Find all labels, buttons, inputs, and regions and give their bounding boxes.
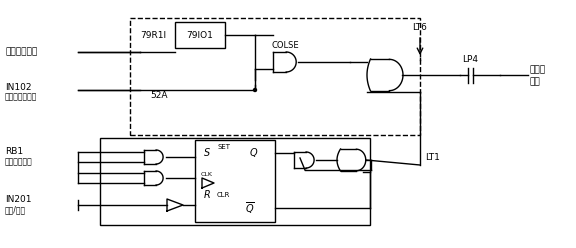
Text: 79R1I: 79R1I bbox=[140, 31, 166, 39]
Text: $\overline{Q}$: $\overline{Q}$ bbox=[245, 200, 255, 216]
Text: LT1: LT1 bbox=[425, 153, 440, 161]
Text: CLR: CLR bbox=[217, 192, 230, 198]
Text: 远方/就地: 远方/就地 bbox=[5, 206, 26, 215]
Text: 重合闸: 重合闸 bbox=[530, 65, 546, 74]
Circle shape bbox=[253, 89, 256, 92]
Text: RB1: RB1 bbox=[5, 148, 23, 156]
Text: 79IO1: 79IO1 bbox=[187, 31, 214, 39]
Text: IN201: IN201 bbox=[5, 195, 32, 205]
Text: COLSE: COLSE bbox=[271, 40, 299, 50]
Text: （远方投入）: （远方投入） bbox=[5, 157, 33, 166]
Bar bbox=[130, 18, 420, 135]
Text: LT6: LT6 bbox=[412, 24, 427, 32]
Text: 保护无件动作: 保护无件动作 bbox=[5, 48, 37, 57]
Text: Q: Q bbox=[249, 148, 257, 158]
Text: R: R bbox=[204, 190, 210, 200]
Text: LP4: LP4 bbox=[462, 56, 478, 64]
Text: CLK: CLK bbox=[201, 173, 213, 178]
Text: 52A: 52A bbox=[150, 91, 168, 99]
Bar bbox=[175, 22, 225, 48]
Text: （断路器合位）: （断路器合位） bbox=[5, 93, 37, 101]
Text: S: S bbox=[204, 148, 210, 158]
Text: IN102: IN102 bbox=[5, 83, 32, 92]
Text: 动作: 动作 bbox=[530, 77, 541, 87]
Text: SET: SET bbox=[217, 144, 230, 150]
Bar bbox=[195, 140, 275, 222]
Bar bbox=[100, 138, 370, 225]
